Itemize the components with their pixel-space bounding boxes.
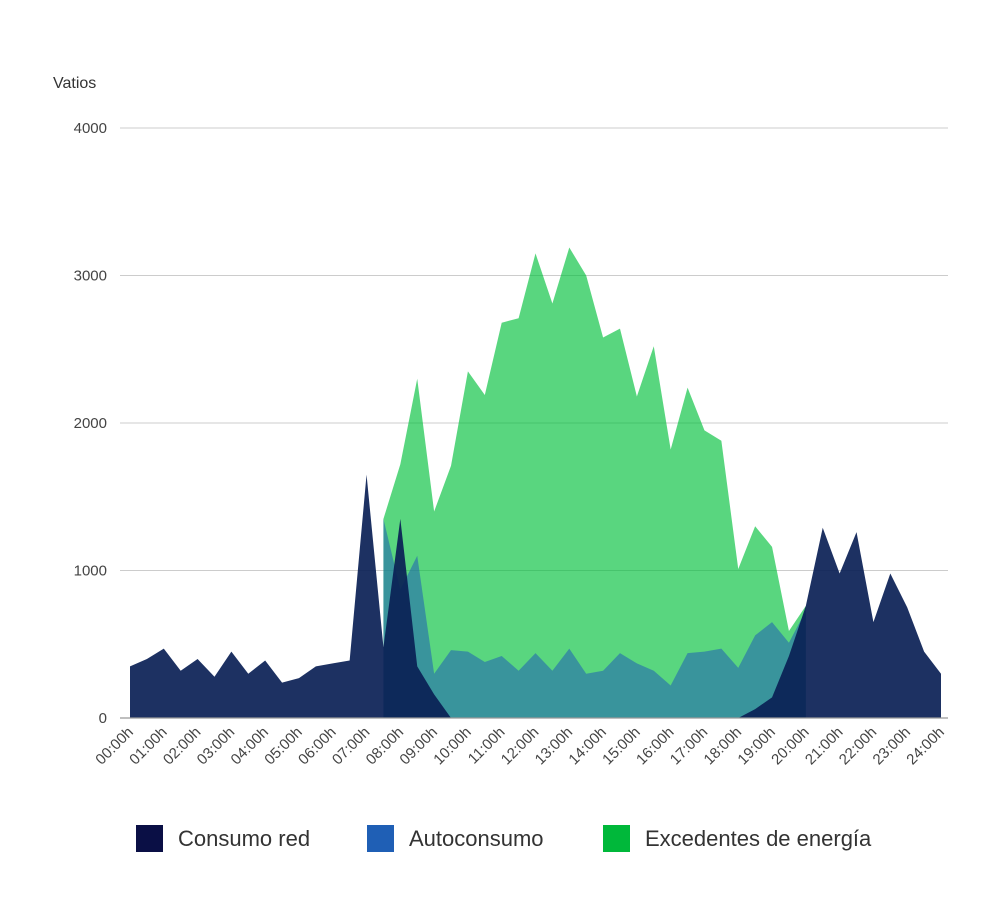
legend-label-excedentes: Excedentes de energía <box>645 826 872 851</box>
y-axis-ticks: 0 1000 2000 3000 4000 <box>74 120 107 727</box>
x-tick-label: 10:00h <box>430 724 474 768</box>
x-axis-ticks: 00:00h01:00h02:00h03:00h04:00h05:00h06:0… <box>92 724 947 768</box>
series-area-excedentes-de-energ-a <box>383 247 806 718</box>
legend-label-autoconsumo: Autoconsumo <box>409 826 544 851</box>
series-area-consumo-red <box>130 474 941 718</box>
legend-swatch-excedentes <box>603 825 630 852</box>
y-tick-label: 3000 <box>74 268 107 285</box>
y-axis-label: Vatios <box>53 75 96 92</box>
legend-label-consumo-red: Consumo red <box>178 826 310 851</box>
series-area-autoconsumo <box>383 518 806 718</box>
y-tick-label: 2000 <box>74 415 107 432</box>
y-tick-label: 4000 <box>74 120 107 137</box>
series-areas <box>130 247 941 718</box>
x-tick-label: 24:00h <box>903 724 947 768</box>
y-tick-label: 0 <box>99 710 107 727</box>
y-tick-label: 1000 <box>74 563 107 580</box>
legend: Consumo red Autoconsumo Excedentes de en… <box>136 825 872 852</box>
legend-swatch-autoconsumo <box>367 825 394 852</box>
legend-swatch-consumo-red <box>136 825 163 852</box>
